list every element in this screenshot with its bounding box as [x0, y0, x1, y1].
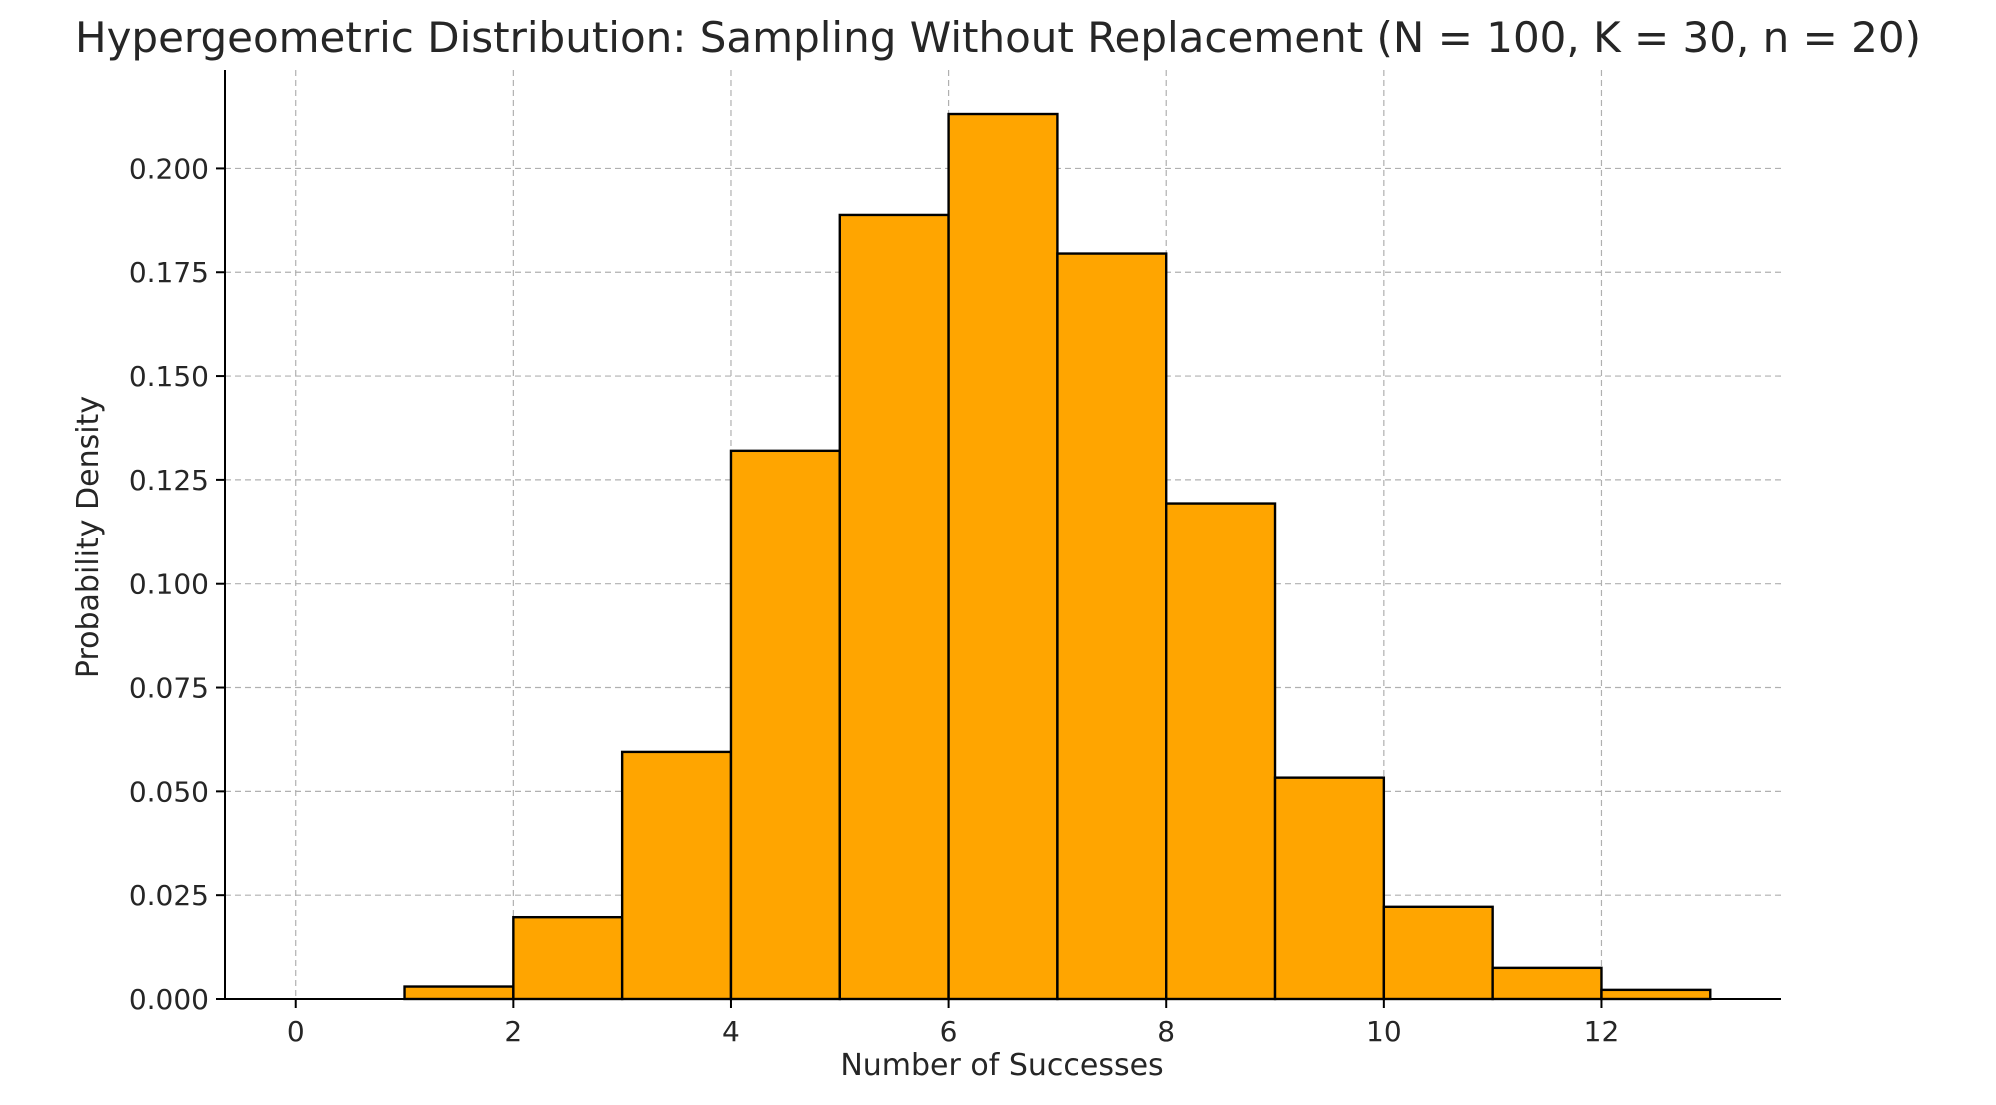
axes-layer [224, 70, 1781, 1000]
ticks-layer: 0 2 4 6 8 10 12 0.000 0.025 0.050 0.075 0.100 0.125 0… [129, 152, 1619, 1048]
x-tick-label: 4 [722, 1015, 740, 1048]
y-tick-label: 0.125 [129, 464, 209, 497]
x-tick-label: 0 [287, 1015, 305, 1048]
histogram-bar [838, 213, 950, 1001]
y-tick-label: 0.025 [129, 879, 209, 912]
histogram-bar [947, 112, 1059, 1001]
x-tick-label: 2 [504, 1015, 522, 1048]
histogram-bar [729, 449, 841, 1001]
histogram-bar [403, 985, 515, 1001]
x-tick-label: 8 [1157, 1015, 1175, 1048]
x-tick-label: 6 [940, 1015, 958, 1048]
bars-layer [403, 112, 1712, 1001]
histogram-bar [1273, 776, 1386, 1001]
y-tick-label: 0.100 [129, 568, 209, 601]
y-tick-label: 0.050 [129, 775, 209, 808]
histogram-bar [512, 915, 624, 1001]
chart-title: Hypergeometric Distribution: Sampling Wi… [75, 13, 1921, 62]
histogram-bar [1165, 502, 1277, 1001]
y-tick-label: 0.150 [129, 360, 209, 393]
y-tick-label: 0.000 [129, 983, 209, 1016]
y-tick-label: 0.200 [129, 152, 209, 185]
histogram-bar [1056, 252, 1168, 1001]
histogram-bar [1491, 966, 1603, 1001]
x-axis-label: Number of Successes [840, 1048, 1163, 1083]
histogram-bar [620, 750, 733, 1001]
x-tick-label: 12 [1584, 1015, 1620, 1048]
y-tick-label: 0.075 [129, 672, 209, 705]
y-axis-label: Probability Density [71, 396, 106, 678]
histogram-bar [1382, 905, 1494, 1001]
y-tick-label: 0.175 [129, 256, 209, 289]
x-tick-label: 10 [1366, 1015, 1402, 1048]
histogram-bar [1600, 988, 1712, 1001]
